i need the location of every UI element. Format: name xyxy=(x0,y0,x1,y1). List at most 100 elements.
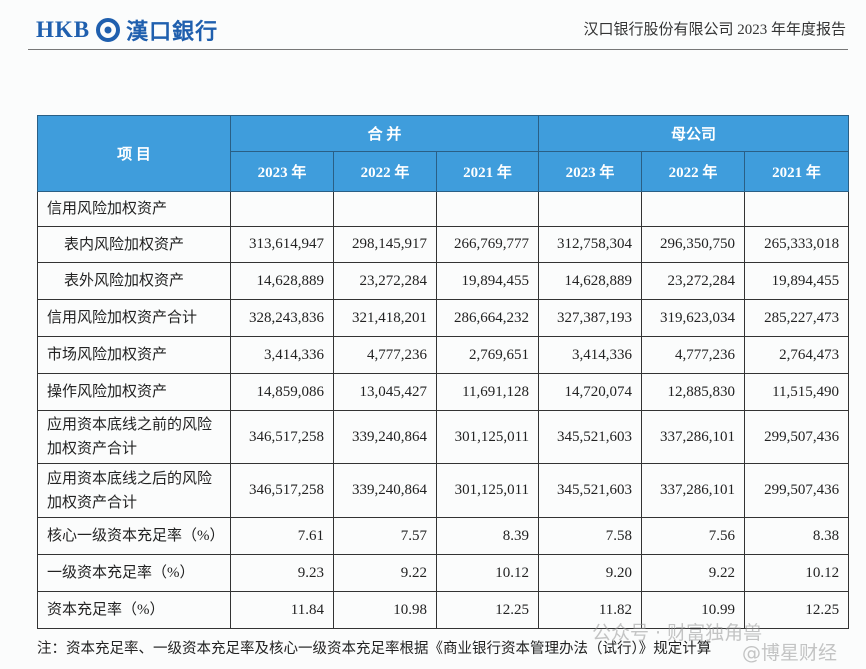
row-label: 资本充足率（%） xyxy=(37,591,231,629)
value-cell: 7.61 xyxy=(230,517,334,555)
table-row: 信用风险加权资产 xyxy=(37,191,850,227)
row-label: 一级资本充足率（%） xyxy=(37,554,231,592)
value-cell: 345,521,603 xyxy=(538,463,643,518)
value-cell: 299,507,436 xyxy=(744,463,850,518)
table-row: 一级资本充足率（%） 9.23 9.22 10.12 9.20 9.22 10.12 xyxy=(37,554,850,592)
table-row: 核心一级资本充足率（%） 7.61 7.57 8.39 7.58 7.56 8.38 xyxy=(37,517,850,555)
year-header: 2021 年 xyxy=(435,151,540,192)
value-cell: 265,333,018 xyxy=(744,226,850,263)
value-cell: 10.12 xyxy=(744,554,850,592)
item-header: 项 目 xyxy=(37,115,231,192)
value-cell: 286,664,232 xyxy=(435,299,540,337)
report-title: 汉口银行股份有限公司 2023 年年度报告 xyxy=(583,22,846,38)
value-cell: 337,286,101 xyxy=(641,463,746,518)
row-label: 信用风险加权资产合计 xyxy=(37,299,231,337)
value-cell: 3,414,336 xyxy=(230,336,334,374)
logo: HKB 漢口銀行 xyxy=(36,14,218,46)
value-cell: 299,507,436 xyxy=(744,410,850,464)
year-header: 2022 年 xyxy=(641,151,746,192)
group-header: 母公司 xyxy=(538,115,850,152)
year-header: 2023 年 xyxy=(230,151,334,192)
value-cell: 346,517,258 xyxy=(230,463,334,518)
value-cell: 10.99 xyxy=(641,591,746,629)
value-cell: 312,758,304 xyxy=(538,226,643,263)
row-label-line: 信用风险加权资产 xyxy=(47,201,168,217)
header-row: 2023 年 2022 年 2021 年 2023 年 2022 年 2021 年 xyxy=(38,151,850,192)
year-header: 2023 年 xyxy=(538,151,643,192)
value-cell: 313,614,947 xyxy=(230,226,334,263)
value-cell: 11.84 xyxy=(230,591,334,629)
value-cell: 9.22 xyxy=(333,554,437,592)
value-cell: 337,286,101 xyxy=(641,410,746,464)
row-label: 操作风险加权资产 xyxy=(37,373,231,411)
year-header: 2021 年 xyxy=(744,151,850,192)
value-cell: 3,414,336 xyxy=(538,336,643,374)
footnote: 注：资本充足率、一级资本充足率及核心一级资本充足率根据《商业银行资本管理办法（试… xyxy=(37,641,712,657)
value-cell: 4,777,236 xyxy=(333,336,437,374)
group-header: 合 并 xyxy=(229,115,540,152)
value-cell xyxy=(744,191,850,227)
value-cell: 14,628,889 xyxy=(230,262,334,300)
value-cell: 14,720,074 xyxy=(538,373,643,411)
value-cell xyxy=(641,191,746,227)
row-label-line: 表外风险加权资产 xyxy=(64,273,185,289)
value-cell: 9.20 xyxy=(538,554,643,592)
value-cell: 11,691,128 xyxy=(435,373,540,411)
value-cell: 12.25 xyxy=(435,591,540,629)
row-label-line: 资本充足率（%） xyxy=(47,602,165,618)
value-cell: 14,628,889 xyxy=(538,262,643,300)
table-row: 表内风险加权资产 313,614,947 298,145,917 266,769,77… xyxy=(37,226,850,263)
logo-text: HKB xyxy=(36,17,91,42)
value-cell: 14,859,086 xyxy=(230,373,334,411)
header-row: 项 目合 并母公司 xyxy=(37,115,850,192)
row-label: 信用风险加权资产 xyxy=(37,191,231,227)
value-cell: 11.82 xyxy=(538,591,643,629)
value-cell xyxy=(538,191,643,227)
table-row: 应用资本底线之后的风险 加权资产合计 346,517,258 339,240,864 3… xyxy=(37,463,850,518)
value-cell: 298,145,917 xyxy=(333,226,437,263)
value-cell: 2,764,473 xyxy=(744,336,850,374)
value-cell: 7.56 xyxy=(641,517,746,555)
value-cell: 19,894,455 xyxy=(744,262,850,300)
logo-icon xyxy=(96,18,121,42)
value-cell: 7.58 xyxy=(538,517,643,555)
bank-name: 漢口銀行 xyxy=(126,19,219,44)
value-cell: 285,227,473 xyxy=(744,299,850,337)
value-cell: 23,272,284 xyxy=(333,262,437,300)
row-label-line: 操作风险加权资产 xyxy=(47,384,168,400)
header-rule xyxy=(28,49,848,50)
value-cell: 10.12 xyxy=(435,554,540,592)
value-cell: 11,515,490 xyxy=(744,373,850,411)
row-label: 市场风险加权资产 xyxy=(37,336,231,374)
value-cell: 296,350,750 xyxy=(641,226,746,263)
value-cell: 4,777,236 xyxy=(641,336,746,374)
row-label-line: 表内风险加权资产 xyxy=(64,236,185,253)
row-label-line: 加权资产合计 xyxy=(47,494,138,511)
row-label-line: 核心一级资本充足率（%） xyxy=(47,528,225,544)
value-cell xyxy=(230,191,334,227)
value-cell: 328,243,836 xyxy=(230,299,334,337)
table-row: 表外风险加权资产 14,628,889 23,272,284 19,894,455 14… xyxy=(37,262,850,300)
row-label-line: 市场风险加权资产 xyxy=(47,347,168,363)
value-cell: 19,894,455 xyxy=(435,262,540,300)
row-label-line: 应用资本底线之前的风险 xyxy=(47,417,213,433)
value-cell: 301,125,011 xyxy=(435,463,540,518)
row-label: 表外风险加权资产 xyxy=(37,262,231,300)
value-cell: 23,272,284 xyxy=(641,262,746,300)
value-cell: 339,240,864 xyxy=(333,410,437,464)
row-label: 核心一级资本充足率（%） xyxy=(37,517,231,555)
value-cell: 10.98 xyxy=(333,591,437,629)
value-cell: 346,517,258 xyxy=(230,410,334,464)
value-cell: 266,769,777 xyxy=(435,226,540,263)
value-cell: 321,418,201 xyxy=(333,299,437,337)
table-row: 资本充足率（%） 11.84 10.98 12.25 11.82 10.99 12.25 xyxy=(37,591,850,629)
row-label-line: 应用资本底线之后的风险 xyxy=(47,470,213,487)
value-cell: 345,521,603 xyxy=(538,410,643,464)
value-cell: 9.23 xyxy=(230,554,334,592)
row-label-line: 一级资本充足率（%） xyxy=(47,565,195,581)
row-label-line: 信用风险加权资产合计 xyxy=(47,310,198,326)
value-cell: 319,623,034 xyxy=(641,299,746,337)
table-row: 信用风险加权资产合计 328,243,836 321,418,201 286,664,… xyxy=(37,299,850,337)
value-cell xyxy=(333,191,437,227)
